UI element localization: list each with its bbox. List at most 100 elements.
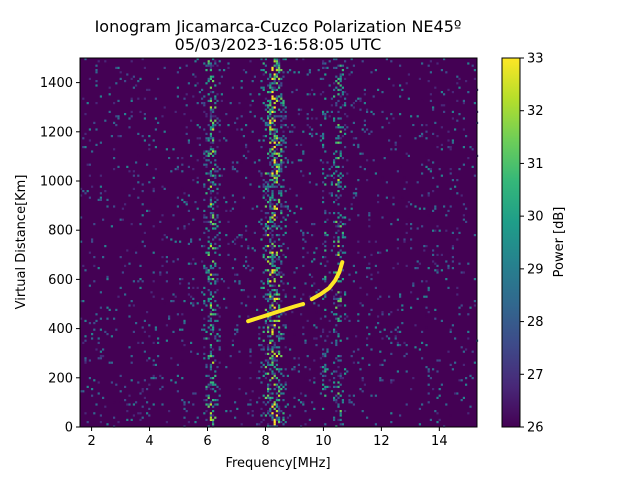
heatmap-cell: [278, 174, 281, 177]
heatmap-cell: [339, 410, 342, 413]
heatmap-cell: [267, 225, 270, 228]
heatmap-cell: [179, 328, 182, 331]
heatmap-cell: [418, 423, 421, 426]
heatmap-cell: [262, 339, 265, 342]
heatmap-cell: [216, 319, 219, 322]
heatmap-cell: [412, 126, 415, 129]
heatmap-cell: [304, 366, 307, 369]
heatmap-cell: [427, 289, 430, 292]
heatmap-cell: [209, 381, 212, 384]
heatmap-cell: [359, 341, 362, 344]
heatmap-cell: [346, 337, 349, 340]
heatmap-cell: [168, 315, 171, 318]
heatmap-cell: [128, 304, 131, 307]
heatmap-cell: [214, 115, 217, 118]
heatmap-cell: [262, 253, 265, 256]
heatmap-cell: [278, 73, 281, 76]
heatmap-cell: [449, 146, 452, 149]
heatmap-cell: [381, 216, 384, 219]
heatmap-cell: [176, 205, 179, 208]
heatmap-cell: [293, 357, 296, 360]
heatmap-cell: [313, 407, 316, 410]
heatmap-cell: [337, 216, 340, 219]
heatmap-cell: [322, 196, 325, 199]
heatmap-cell: [333, 95, 336, 98]
heatmap-cell: [271, 128, 274, 131]
heatmap-cell: [260, 218, 263, 221]
heatmap-cell: [207, 326, 210, 329]
heatmap-cell: [212, 214, 215, 217]
heatmap-cell: [388, 121, 391, 124]
heatmap-cell: [275, 179, 278, 182]
heatmap-cell: [377, 91, 380, 94]
heatmap-cell: [357, 143, 360, 146]
heatmap-cell: [88, 201, 91, 204]
heatmap-cell: [198, 91, 201, 94]
heatmap-cell: [218, 231, 221, 234]
heatmap-cell: [115, 328, 118, 331]
heatmap-cell: [212, 174, 215, 177]
heatmap-cell: [335, 271, 338, 274]
heatmap-cell: [333, 236, 336, 239]
heatmap-cell: [251, 390, 254, 393]
heatmap-cell: [269, 291, 272, 294]
heatmap-cell: [99, 95, 102, 98]
heatmap-cell: [271, 95, 274, 98]
heatmap-cell: [273, 176, 276, 179]
heatmap-cell: [82, 137, 85, 140]
heatmap-cell: [374, 69, 377, 72]
heatmap-cell: [280, 143, 283, 146]
heatmap-cell: [176, 258, 179, 261]
heatmap-cell: [370, 278, 373, 281]
y-tick-label: 600: [48, 273, 73, 288]
heatmap-cell: [337, 251, 340, 254]
heatmap-cell: [196, 124, 199, 127]
heatmap-cell: [361, 390, 364, 393]
heatmap-cell: [201, 328, 204, 331]
heatmap-cell: [366, 179, 369, 182]
heatmap-cell: [258, 396, 261, 399]
heatmap-cell: [344, 291, 347, 294]
heatmap-cell: [212, 212, 215, 215]
heatmap-cell: [412, 282, 415, 285]
heatmap-cell: [209, 311, 212, 314]
heatmap-cell: [216, 216, 219, 219]
heatmap-cell: [264, 256, 267, 259]
heatmap-cell: [141, 214, 144, 217]
heatmap-cell: [341, 157, 344, 160]
heatmap-cell: [231, 273, 234, 276]
heatmap-cell: [333, 104, 336, 107]
heatmap-cell: [390, 379, 393, 382]
heatmap-cell: [106, 275, 109, 278]
heatmap-cell: [192, 278, 195, 281]
plot-area: [79, 57, 479, 428]
heatmap-cell: [216, 71, 219, 74]
heatmap-cell: [322, 372, 325, 375]
heatmap-cell: [262, 183, 265, 186]
heatmap-cell: [341, 223, 344, 226]
heatmap-cell: [368, 218, 371, 221]
heatmap-cell: [284, 324, 287, 327]
heatmap-cell: [322, 407, 325, 410]
heatmap-cell: [106, 317, 109, 320]
heatmap-cell: [119, 256, 122, 259]
heatmap-cell: [238, 280, 241, 283]
heatmap-cell: [282, 282, 285, 285]
heatmap-cell: [234, 168, 237, 171]
heatmap-cell: [440, 91, 443, 94]
heatmap-cell: [337, 132, 340, 135]
heatmap-cell: [344, 157, 347, 160]
heatmap-cell: [214, 218, 217, 221]
heatmap-cell: [262, 148, 265, 151]
heatmap-cell: [341, 165, 344, 168]
heatmap-cell: [344, 124, 347, 127]
heatmap-cell: [88, 77, 91, 80]
heatmap-cell: [337, 157, 340, 160]
heatmap-cell: [286, 416, 289, 419]
heatmap-cell: [363, 256, 366, 259]
heatmap-cell: [93, 328, 96, 331]
heatmap-cell: [278, 64, 281, 67]
heatmap-cell: [405, 82, 408, 85]
heatmap-cell: [322, 242, 325, 245]
heatmap-cell: [271, 308, 274, 311]
